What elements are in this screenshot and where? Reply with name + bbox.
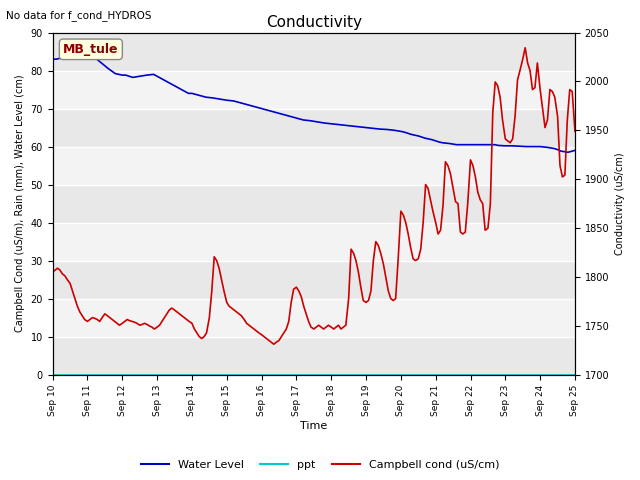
Bar [52, 223, 575, 261]
X-axis label: Time: Time [300, 421, 328, 432]
Y-axis label: Campbell Cond (uS/m), Rain (mm), Water Level (cm): Campbell Cond (uS/m), Rain (mm), Water L… [15, 75, 25, 333]
Title: Conductivity: Conductivity [266, 15, 362, 30]
Text: No data for f_cond_HYDROS: No data for f_cond_HYDROS [6, 10, 152, 21]
Bar [52, 299, 575, 336]
Bar [52, 146, 575, 185]
Y-axis label: Conductivity (uS/cm): Conductivity (uS/cm) [615, 152, 625, 255]
Text: MB_tule: MB_tule [63, 43, 118, 56]
Legend: Water Level, ppt, Campbell cond (uS/cm): Water Level, ppt, Campbell cond (uS/cm) [136, 456, 504, 474]
Bar [52, 71, 575, 108]
